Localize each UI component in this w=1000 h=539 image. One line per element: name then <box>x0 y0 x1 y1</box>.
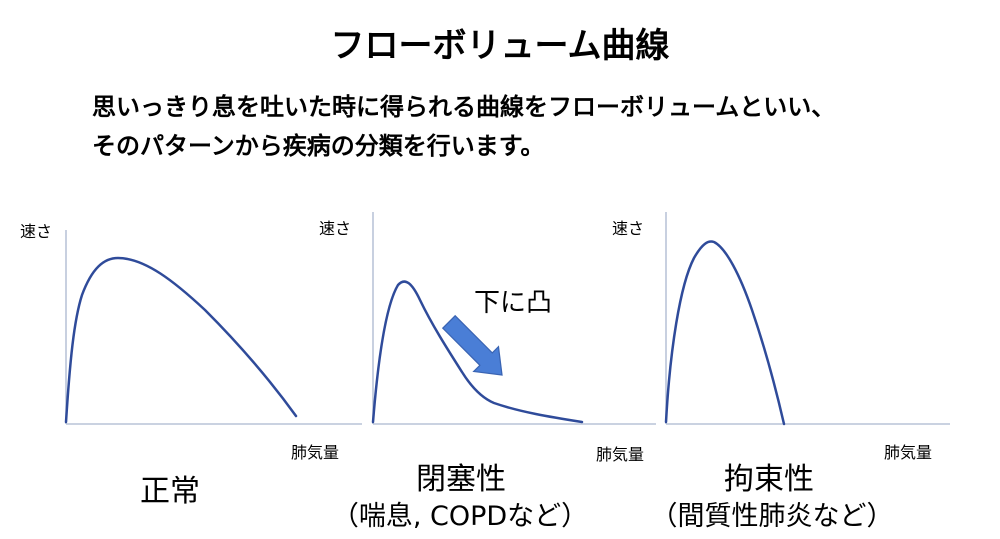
panel-obstructive-plot <box>371 212 656 425</box>
panel-normal-caption: 正常 <box>140 474 200 509</box>
panel-obstructive-curve <box>371 280 584 424</box>
panel-obstructive-caption: 閉塞性 <box>416 462 506 497</box>
panel-normal-plot <box>64 230 362 425</box>
panel-restrictive-curve <box>664 240 786 426</box>
panel-obstructive-x-label: 肺気量 <box>596 445 645 464</box>
panel-restrictive-subcaption: （間質性肺炎など） <box>650 501 894 532</box>
panel-obstructive-y-label: 速さ <box>319 219 352 238</box>
panel-restrictive-y-label: 速さ <box>612 219 645 238</box>
arrow-down-left-icon <box>441 314 503 376</box>
description-line-2: そのパターンから疾病の分類を行います。 <box>92 132 545 160</box>
page-title: フローボリューム曲線 <box>330 26 670 66</box>
annotation-label: 下に凸 <box>474 288 553 318</box>
panel-restrictive-x-label: 肺気量 <box>884 443 933 462</box>
panel-normal-curve <box>64 256 298 424</box>
panel-restrictive-plot <box>664 212 950 426</box>
panel-normal-y-label: 速さ <box>20 222 53 241</box>
panel-normal-x-label: 肺気量 <box>291 443 340 462</box>
panel-obstructive-subcaption: （喘息, COPDなど） <box>331 501 589 532</box>
description-line-1: 思いっきり息を吐いた時に得られる曲線をフローボリュームといい、 <box>92 93 836 121</box>
panel-restrictive-caption: 拘束性 <box>724 462 814 497</box>
